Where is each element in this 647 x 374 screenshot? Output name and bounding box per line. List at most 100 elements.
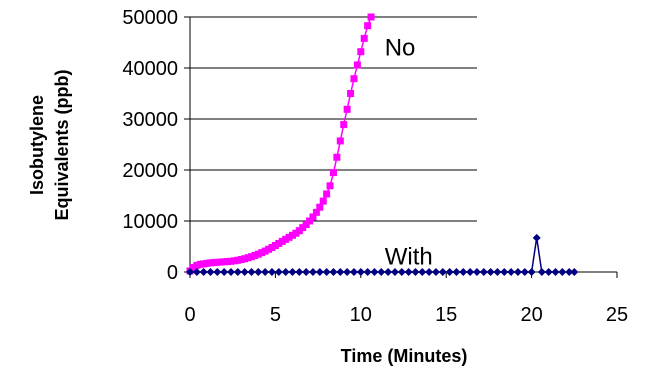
labels-layer: 0 10000 20000 30000 40000 50000 0 5 10 15 20 25 No Wi… (122, 7, 628, 326)
series-1-point-56 (565, 268, 574, 276)
series-1-point-48 (513, 268, 522, 276)
series-1-point-52 (537, 268, 546, 276)
series-1-point-54 (551, 268, 560, 276)
series-1-point-8 (240, 268, 249, 276)
series-1-point-26 (363, 268, 372, 276)
x-tick-label-0: 0 (184, 304, 195, 326)
series-1-point-11 (261, 268, 270, 276)
gridlines (190, 16, 477, 222)
series-1-point-55 (558, 268, 567, 276)
series-1-point-42 (472, 268, 481, 276)
series-1-point-18 (308, 268, 317, 276)
series-0-point-41 (326, 182, 334, 190)
series-0-point-40 (323, 190, 331, 198)
series-0-point-51 (360, 34, 368, 42)
series-1-point-34 (418, 268, 427, 276)
series-1-point-25 (356, 268, 365, 276)
series-1-point-38 (445, 268, 454, 276)
series-1-point-33 (411, 268, 420, 276)
series-0-point-47 (347, 90, 355, 97)
series-1-point-4 (213, 268, 222, 276)
annotation-1: With (385, 244, 433, 271)
x-tick-label-3: 15 (435, 304, 457, 326)
series-1-point-20 (322, 268, 331, 276)
series-1-point-40 (459, 268, 468, 276)
series-0-point-53 (367, 13, 375, 21)
series-1-point-50 (527, 268, 536, 276)
series-1-point-15 (288, 268, 297, 276)
series-1-point-41 (466, 268, 475, 276)
series-0-point-37 (312, 208, 320, 216)
series-1-point-29 (384, 268, 393, 276)
series-1-point-44 (486, 268, 495, 276)
series-0-point-34 (302, 221, 310, 229)
series-0-point-45 (340, 121, 348, 129)
series-1-point-9 (247, 268, 256, 276)
series-0-point-43 (333, 153, 341, 161)
x-tick-label-5: 25 (606, 304, 628, 326)
series-1-point-36 (431, 268, 440, 276)
series-0-point-38 (316, 203, 324, 211)
series-1-point-30 (390, 268, 399, 276)
series-1-point-57 (570, 268, 579, 276)
series-0-point-49 (353, 61, 361, 69)
x-tick-label-4: 20 (520, 304, 542, 326)
series-1-point-6 (226, 268, 235, 276)
y-tick-label-3: 30000 (122, 109, 178, 131)
series-0-point-44 (336, 137, 344, 145)
x-tick-label-1: 5 (270, 304, 281, 326)
x-axis-title: Time (Minutes) (341, 346, 468, 366)
series-1-point-53 (544, 268, 553, 276)
series-1-point-31 (397, 268, 406, 276)
series-1-point-37 (438, 268, 447, 276)
series-layer (186, 13, 579, 276)
series-1-point-17 (302, 268, 311, 276)
series-1-point-0 (186, 268, 194, 276)
series-0-point-50 (357, 48, 365, 56)
series-0-line (189, 16, 372, 272)
series-1-point-23 (343, 268, 352, 276)
y-axis-title-line1: Isobutylene (27, 95, 47, 195)
series-1-point-27 (370, 268, 379, 276)
x-tick-label-2: 10 (350, 304, 372, 326)
series-1-point-28 (377, 268, 386, 276)
series-1-point-19 (315, 268, 324, 276)
series-1-point-47 (507, 268, 516, 276)
series-1-point-2 (199, 268, 208, 276)
series-1-point-43 (479, 268, 488, 276)
series-1-point-12 (267, 268, 276, 276)
series-1-point-5 (220, 268, 229, 276)
series-1-point-49 (520, 268, 529, 276)
series-0-point-36 (309, 213, 317, 221)
series-1-point-39 (452, 268, 461, 276)
series-0-point-39 (319, 197, 327, 205)
y-tick-label-1: 10000 (122, 211, 178, 233)
series-1-point-45 (493, 268, 502, 276)
series-1-point-1 (192, 268, 201, 276)
series-1-point-3 (206, 268, 215, 276)
series-1-point-51 (532, 233, 541, 242)
series-0-point-46 (343, 105, 351, 113)
series-1-point-35 (425, 268, 434, 276)
series-1-point-21 (329, 268, 338, 276)
y-tick-label-4: 40000 (122, 58, 178, 80)
series-0-point-42 (329, 169, 337, 177)
series-1-point-14 (281, 268, 290, 276)
series-1-point-7 (233, 268, 242, 276)
series-1-point-22 (336, 268, 345, 276)
series-0-point-48 (350, 75, 358, 83)
annotation-0: No (385, 35, 416, 62)
series-1-point-24 (349, 268, 358, 276)
y-tick-label-0: 0 (167, 262, 178, 284)
series-1-point-16 (295, 268, 304, 276)
y-axis-title-line2: Equivalents (ppb) (52, 69, 72, 220)
series-1-point-13 (274, 268, 283, 276)
y-tick-label-2: 20000 (122, 160, 178, 182)
series-1-point-32 (404, 268, 413, 276)
y-tick-label-5: 50000 (122, 7, 178, 29)
series-0-point-35 (306, 217, 314, 225)
series-1-point-10 (254, 268, 263, 276)
series-1-point-46 (500, 268, 509, 276)
